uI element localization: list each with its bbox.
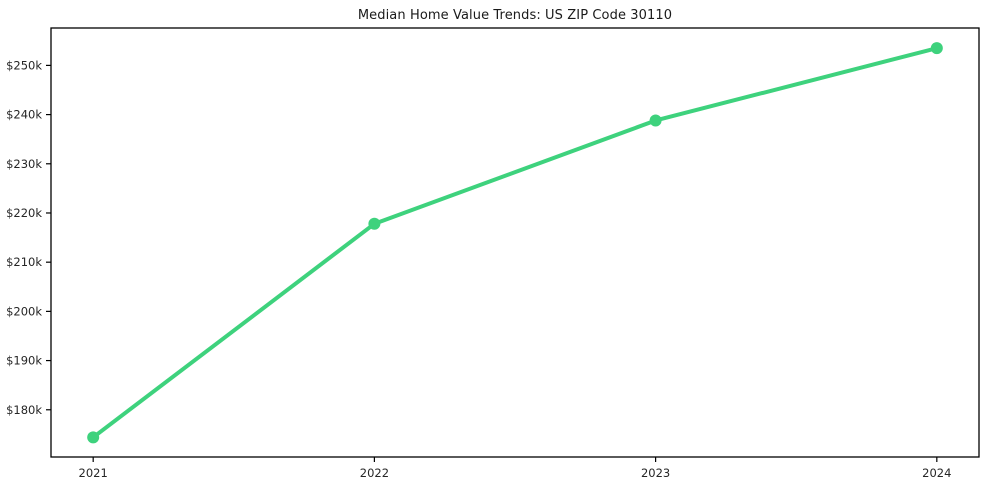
chart-title: Median Home Value Trends: US ZIP Code 30…	[357, 8, 673, 23]
trend-line	[91, 46, 939, 440]
x-tick-label: 2023	[641, 466, 670, 480]
x-tick-label: 2024	[922, 466, 951, 480]
y-tick-label: $200k	[6, 304, 42, 318]
x-tick-label: 2022	[360, 466, 389, 480]
y-tick-label: $210k	[6, 255, 42, 269]
data-point-2021	[87, 431, 100, 444]
data-point-2024	[930, 42, 943, 55]
y-tick-label: $240k	[6, 108, 42, 122]
y-tick-label: $190k	[6, 354, 42, 368]
data-point-2023	[649, 114, 662, 127]
y-tick-label: $180k	[6, 403, 42, 417]
data-point-2022	[368, 217, 381, 230]
x-tick-label: 2021	[79, 466, 108, 480]
y-tick-label: $250k	[6, 58, 42, 72]
y-tick-label: $230k	[6, 157, 42, 171]
y-tick-label: $220k	[6, 206, 42, 220]
plot-border	[50, 27, 980, 458]
